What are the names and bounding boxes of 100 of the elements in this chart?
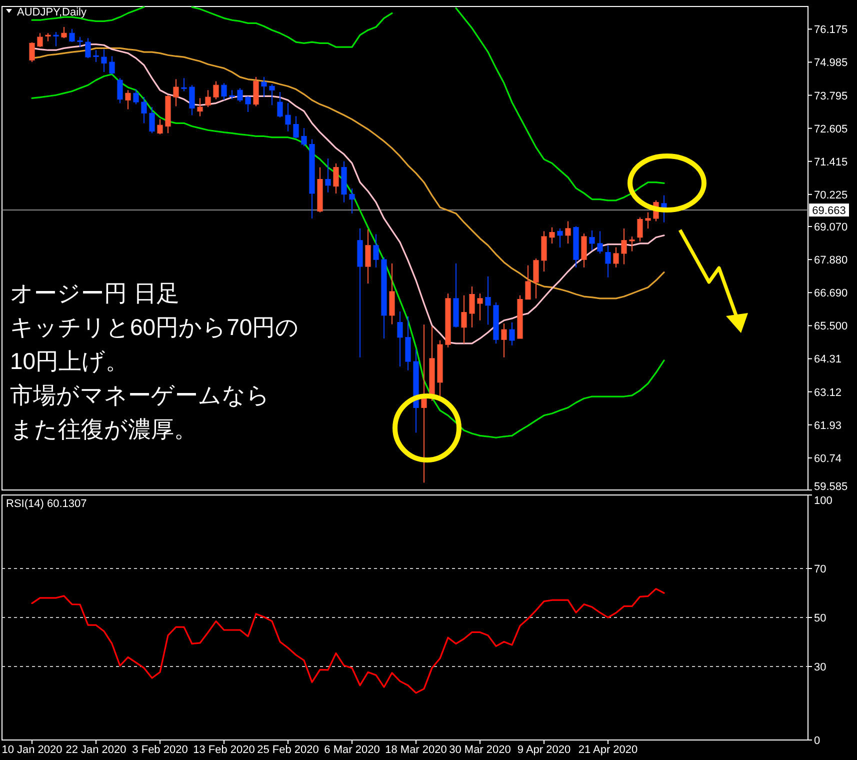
candlestick — [205, 90, 211, 108]
candlestick — [77, 36, 83, 48]
candlestick — [61, 26, 67, 39]
annotation: 市場がマネーゲームなら — [10, 382, 270, 408]
candlestick — [93, 50, 99, 63]
y-tick-label: 74.985 — [814, 57, 848, 70]
ref-line-label: 69.663 — [812, 205, 846, 218]
candlestick — [85, 38, 91, 59]
candlestick — [541, 230, 547, 272]
candlestick — [133, 88, 139, 105]
y-tick-label: 61.93 — [814, 420, 842, 432]
candlestick — [525, 264, 531, 300]
candlestick — [285, 102, 291, 132]
y-tick-label: 76.175 — [814, 24, 848, 36]
candlestick — [109, 56, 115, 75]
y-tick-label: 69.070 — [814, 222, 848, 234]
candlestick — [533, 258, 539, 299]
candlestick — [565, 220, 571, 244]
candlestick — [349, 188, 355, 214]
candlestick — [477, 292, 483, 321]
candlestick — [581, 232, 587, 268]
x-tick-label: 6 Mar 2020 — [324, 744, 380, 756]
annotation: また往復が濃厚。 — [10, 416, 197, 442]
candlestick — [245, 96, 251, 113]
annotation: キッチリと60円から70円の — [10, 314, 300, 340]
candlestick — [501, 322, 507, 358]
candlestick — [557, 228, 563, 248]
y-tick-label: 59.585 — [814, 481, 848, 493]
candlestick — [149, 106, 155, 134]
y-tick-label: 66.690 — [814, 288, 848, 300]
y-tick-label: 71.415 — [814, 156, 848, 168]
candlestick — [325, 158, 331, 193]
candlestick — [389, 262, 395, 325]
x-tick-label: 22 Jan 2020 — [66, 744, 126, 756]
candlestick — [253, 76, 259, 107]
x-tick-label: 3 Feb 2020 — [132, 744, 188, 756]
y-tick-label: 30 — [814, 662, 826, 674]
x-tick-label: 21 Apr 2020 — [578, 744, 638, 756]
candlestick — [629, 236, 635, 252]
candlestick — [645, 212, 651, 229]
candlestick — [365, 228, 371, 284]
candlestick — [117, 78, 123, 104]
candlestick — [621, 228, 627, 265]
candlestick — [469, 286, 475, 328]
y-tick-label: 70 — [814, 564, 826, 576]
y-tick-label: 0 — [814, 735, 820, 747]
candlestick — [157, 118, 163, 135]
x-tick-label: 25 Feb 2020 — [257, 744, 319, 756]
chart-title: RSI(14) 60.1307 — [6, 498, 87, 510]
candlestick — [589, 230, 595, 251]
candlestick — [213, 80, 219, 100]
candlestick — [397, 311, 403, 368]
y-tick-label: 73.795 — [814, 90, 848, 102]
candlestick — [197, 98, 203, 117]
candlestick — [53, 32, 59, 47]
candlestick — [37, 32, 43, 48]
candlestick — [269, 84, 275, 106]
candlestick — [173, 78, 179, 107]
candlestick — [293, 116, 299, 139]
candlestick — [637, 216, 643, 242]
candlestick — [125, 90, 131, 110]
x-tick-label: 10 Jan 2020 — [2, 744, 62, 756]
y-tick-label: 63.12 — [814, 386, 842, 399]
y-tick-label: 67.880 — [814, 254, 848, 267]
x-tick-label: 30 Mar 2020 — [449, 744, 511, 756]
candlestick — [485, 276, 491, 326]
chart-title: AUDJPY,Daily — [17, 6, 87, 18]
y-tick-label: 60.74 — [814, 452, 842, 465]
candlestick — [333, 162, 339, 194]
x-tick-label: 13 Feb 2020 — [193, 744, 255, 756]
y-tick-label: 65.500 — [814, 320, 848, 333]
candlestick — [613, 246, 619, 268]
candlestick — [141, 96, 147, 124]
candlestick — [461, 294, 467, 344]
candlestick — [221, 82, 227, 101]
candlestick — [373, 234, 379, 268]
candlestick — [237, 88, 243, 103]
y-tick-label: 50 — [814, 612, 826, 624]
y-tick-label: 100 — [814, 495, 832, 507]
candlestick — [597, 230, 603, 254]
candlestick — [605, 244, 611, 278]
candlestick — [189, 84, 195, 116]
candlestick — [181, 78, 187, 92]
candlestick — [229, 90, 235, 100]
candlestick — [101, 48, 107, 73]
candlestick — [421, 324, 427, 484]
annotation: 10円上げ。 — [10, 348, 129, 374]
line-series — [31, 588, 665, 694]
candlestick — [509, 322, 515, 346]
candlestick — [549, 226, 555, 244]
candlestick — [261, 76, 267, 98]
x-tick-label: 9 Apr 2020 — [517, 744, 571, 756]
y-tick-label: 64.31 — [814, 354, 842, 366]
y-tick-label: 70.225 — [814, 189, 848, 202]
annotation: オージー円 日足 — [10, 280, 180, 306]
candlestick — [69, 28, 75, 43]
candlestick — [29, 42, 35, 63]
candlestick — [301, 128, 307, 147]
x-tick-label: 18 Mar 2020 — [385, 744, 447, 756]
candlestick — [277, 92, 283, 118]
